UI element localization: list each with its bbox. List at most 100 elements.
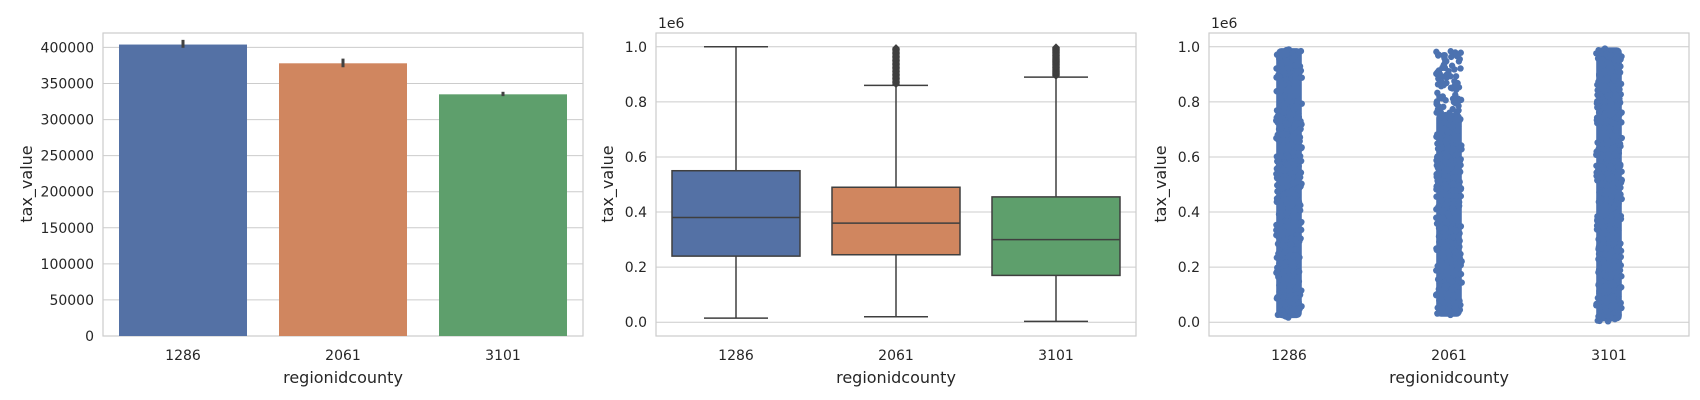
- boxes: [671, 43, 1121, 323]
- strip-point: [1595, 255, 1602, 263]
- strip-point: [1446, 291, 1453, 298]
- strip-point: [1287, 292, 1295, 299]
- strip-point: [1454, 79, 1461, 87]
- strip-point: [1442, 137, 1449, 144]
- box-plot-panel: 0.0 0.2 0.4 0.6 0.8 1.0 1286 2061 3101 1e6 regi…: [598, 16, 1137, 387]
- strip-point: [1457, 65, 1464, 72]
- strip-point: [1292, 167, 1300, 175]
- y-tick-label: 0.4: [1178, 205, 1200, 221]
- y-tick-label: 1.0: [1178, 40, 1200, 56]
- strip-point: [1435, 177, 1443, 184]
- strip-point: [1283, 87, 1290, 94]
- strip-point: [1600, 312, 1607, 320]
- strip-point: [1433, 101, 1441, 108]
- y-tick-label: 0.2: [625, 260, 647, 276]
- strip-point: [1433, 245, 1440, 252]
- strip-point: [1456, 116, 1464, 124]
- strip-point: [1283, 100, 1290, 107]
- strip-point: [1453, 151, 1460, 158]
- strip-point: [1617, 253, 1625, 261]
- strip-point: [1442, 233, 1449, 240]
- strip-point: [1607, 100, 1615, 108]
- strip-point: [1297, 219, 1305, 226]
- strip-point: [1434, 140, 1441, 147]
- strip-point: [1603, 298, 1610, 306]
- strip-point: [1455, 182, 1463, 189]
- strip-point: [1283, 50, 1290, 58]
- y-tick-label: 0.0: [1178, 315, 1200, 331]
- strip-point: [1288, 188, 1295, 196]
- strip-point: [1279, 68, 1287, 75]
- strip-point: [1605, 60, 1613, 67]
- strip-point: [1611, 150, 1619, 157]
- strip-point: [1610, 257, 1618, 265]
- strip-point: [1455, 107, 1462, 114]
- strip-point: [1618, 134, 1625, 142]
- strip-point: [1452, 186, 1459, 194]
- strip-point: [1601, 201, 1609, 209]
- strip-point: [1601, 104, 1608, 111]
- strip-point: [1434, 262, 1441, 270]
- strip-point: [1282, 76, 1289, 83]
- strip-point: [1599, 181, 1606, 188]
- strip-point: [1603, 76, 1610, 84]
- y-tick-label: 200000: [41, 185, 94, 201]
- strip-point: [1597, 59, 1605, 67]
- strip-point: [1290, 278, 1297, 285]
- strip-point: [1295, 134, 1303, 141]
- strip-point: [1294, 68, 1301, 75]
- strip-point: [1434, 171, 1441, 178]
- strip-point: [1291, 53, 1298, 60]
- y-tick-label: 0.6: [1178, 150, 1200, 166]
- strip-point: [1601, 87, 1608, 95]
- strip-point: [1283, 161, 1291, 168]
- bar: [119, 44, 247, 337]
- strip-point: [1284, 275, 1291, 283]
- x-tick-label: 3101: [1591, 348, 1627, 364]
- strip-point: [1440, 103, 1447, 111]
- strip-point: [1616, 95, 1623, 102]
- strip-point: [1613, 274, 1620, 282]
- x-tick-label: 3101: [1038, 348, 1074, 364]
- strip-point: [1291, 78, 1299, 85]
- strip-point: [1610, 75, 1618, 82]
- strip-point: [1295, 172, 1303, 179]
- strip-point: [1289, 262, 1297, 269]
- strip-point: [1447, 256, 1454, 264]
- strip-point: [1615, 80, 1623, 87]
- strip-point: [1280, 286, 1287, 293]
- strip-point: [1596, 189, 1603, 196]
- strip-point: [1455, 58, 1463, 65]
- strip-point: [1455, 234, 1462, 241]
- y-tick-label: 50000: [49, 293, 94, 309]
- strip-point: [1283, 57, 1290, 65]
- strip-point: [1598, 244, 1606, 252]
- strip-point: [1273, 107, 1281, 114]
- strip-point: [1603, 217, 1610, 224]
- strip-point: [1436, 287, 1443, 294]
- y-tick-label: 400000: [41, 40, 94, 56]
- strip-point: [1610, 293, 1617, 301]
- strip-point: [1594, 139, 1601, 146]
- x-tick-label: 2061: [1431, 348, 1467, 364]
- strip-point: [1593, 172, 1600, 180]
- y-tick-label: 0.0: [625, 315, 647, 331]
- strip-point: [1615, 200, 1622, 207]
- strip-point: [1452, 301, 1459, 308]
- strip-point: [1284, 182, 1291, 190]
- strip-point: [1615, 227, 1622, 234]
- x-axis-label: regionidcounty: [283, 368, 403, 387]
- strip-point: [1289, 200, 1296, 207]
- strip-point: [1278, 83, 1285, 91]
- strip-point: [1436, 238, 1443, 246]
- strip-point: [1610, 241, 1617, 248]
- strip-point: [1294, 144, 1301, 151]
- strip-point: [1618, 304, 1625, 312]
- y-offset-label: 1e6: [658, 16, 685, 32]
- strip-point: [1614, 290, 1622, 297]
- strip-point: [1615, 311, 1622, 318]
- strip-point: [1613, 48, 1620, 55]
- strip-point: [1616, 69, 1624, 76]
- strip-point: [1597, 155, 1604, 163]
- strip-point: [1292, 246, 1300, 253]
